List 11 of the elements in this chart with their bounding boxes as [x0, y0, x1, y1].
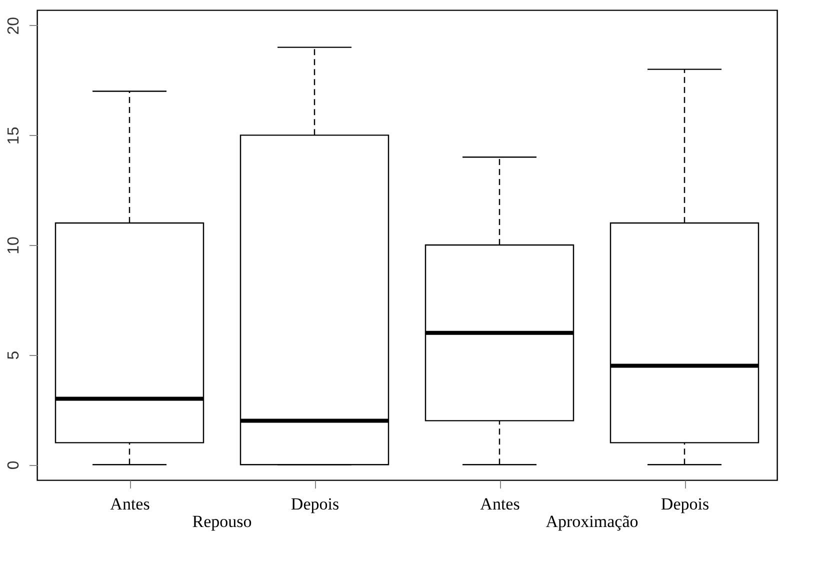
y-tick-label: 15	[6, 126, 22, 145]
y-tick-label: 10	[6, 236, 22, 254]
x-tick-label: Depois	[660, 494, 710, 514]
y-tick-label: 5	[6, 350, 22, 360]
text: Repouso	[192, 512, 252, 531]
text: Aproximação	[546, 512, 638, 531]
x-tick-label: Antes	[480, 494, 520, 514]
x-tick-label: Depois	[290, 494, 340, 514]
y-tick-label: 20	[6, 16, 22, 35]
x-tick-label: Antes	[110, 494, 150, 514]
y-tick-label: 0	[6, 460, 22, 470]
